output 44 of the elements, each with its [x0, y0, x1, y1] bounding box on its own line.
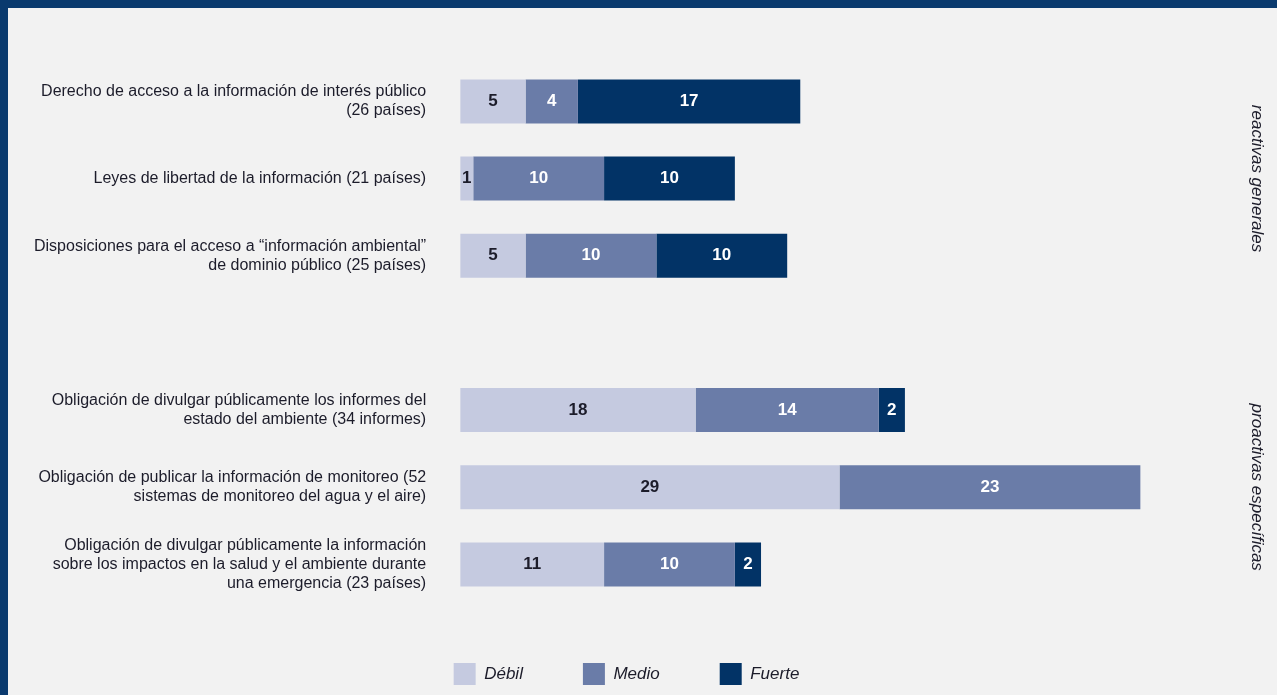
bar: [525, 79, 578, 124]
y-tick-label: Leyes de libertad de la información (21 países): [93, 168, 427, 186]
data-label: 2: [887, 399, 897, 419]
bar: [656, 233, 788, 278]
y-tick-label: Obligación de divulgar públicamente los informes del estado del ambiente (34 informes): [51, 390, 427, 428]
bar: [604, 156, 735, 201]
data-label: 11: [523, 554, 542, 574]
data-label: 29: [640, 476, 660, 496]
bar: [734, 542, 762, 587]
data-label: 5: [488, 91, 498, 111]
bar: [839, 465, 1141, 510]
text: reactivas generales: [1248, 104, 1268, 253]
data-label: 18: [568, 399, 588, 419]
data-label: 10: [581, 245, 601, 265]
legend-label: Medio: [613, 663, 660, 683]
data-label: 2: [743, 554, 753, 574]
data-label: 10: [529, 168, 549, 188]
y-tick-label: Disposiciones para el acceso a “información ambiental” de dominio público (25 países): [34, 236, 427, 273]
data-label: 1: [461, 168, 472, 188]
y-tick-label: Obligación de divulgar públicamente la información sobre los impactos en la salud y el ambiente durante una emergencia (23 países): [52, 535, 427, 592]
data-label: 4: [547, 91, 558, 111]
legend-label: Débil: [484, 663, 525, 683]
bar: [460, 233, 526, 278]
bar: [460, 465, 840, 510]
bar: [604, 542, 735, 587]
data-label: 10: [660, 554, 679, 574]
bar: [695, 388, 879, 433]
data-label: 23: [980, 476, 1000, 496]
bar: [577, 79, 801, 124]
bar: [460, 79, 526, 124]
bar: [460, 388, 696, 433]
y-tick-label: Derecho de acceso a la información de interés público (26 países): [41, 82, 427, 119]
legend-label: Fuerte: [750, 663, 800, 683]
data-label: 5: [488, 245, 498, 265]
bar: [473, 156, 605, 201]
data-label: 17: [679, 91, 699, 111]
data-label: 14: [777, 399, 798, 419]
bar: [460, 542, 605, 587]
bar: [525, 233, 657, 278]
data-label: 10: [660, 168, 679, 188]
text: proactivas específicas: [1248, 402, 1268, 572]
y-tick-label: Obligación de publicar la información de monitoreo (52 sistemas de monitoreo del agua y el aire): [38, 468, 427, 505]
bar: [878, 388, 905, 433]
data-label: 10: [712, 245, 732, 265]
